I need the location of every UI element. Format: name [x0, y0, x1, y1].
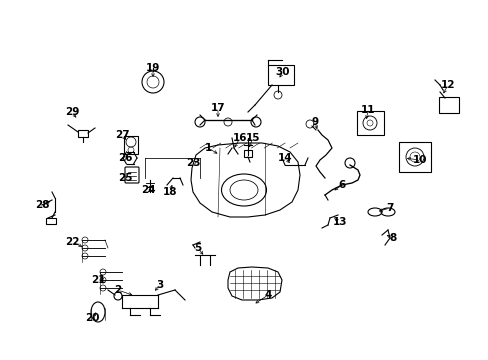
Text: 1: 1 [204, 143, 211, 153]
Text: 17: 17 [210, 103, 225, 113]
Text: 23: 23 [185, 158, 200, 168]
Text: 26: 26 [118, 153, 132, 163]
Text: 19: 19 [145, 63, 160, 73]
Text: 16: 16 [232, 133, 247, 143]
Text: 7: 7 [386, 203, 393, 213]
Text: 30: 30 [275, 67, 290, 77]
Text: 6: 6 [338, 180, 345, 190]
Text: 29: 29 [65, 107, 79, 117]
Text: 18: 18 [163, 187, 177, 197]
Text: 25: 25 [118, 173, 132, 183]
Text: 12: 12 [440, 80, 454, 90]
Text: 24: 24 [141, 185, 155, 195]
Text: 13: 13 [332, 217, 346, 227]
Text: 2: 2 [114, 285, 122, 295]
Text: 8: 8 [388, 233, 396, 243]
Text: 5: 5 [194, 243, 201, 253]
Text: 9: 9 [311, 117, 318, 127]
Text: 4: 4 [264, 290, 271, 300]
Text: 15: 15 [245, 133, 260, 143]
Text: 27: 27 [115, 130, 129, 140]
Text: 11: 11 [360, 105, 374, 115]
Text: 3: 3 [156, 280, 163, 290]
Text: 10: 10 [412, 155, 427, 165]
Text: 14: 14 [277, 153, 292, 163]
Text: 21: 21 [91, 275, 105, 285]
Text: 20: 20 [84, 313, 99, 323]
Text: 28: 28 [35, 200, 49, 210]
Text: 22: 22 [64, 237, 79, 247]
